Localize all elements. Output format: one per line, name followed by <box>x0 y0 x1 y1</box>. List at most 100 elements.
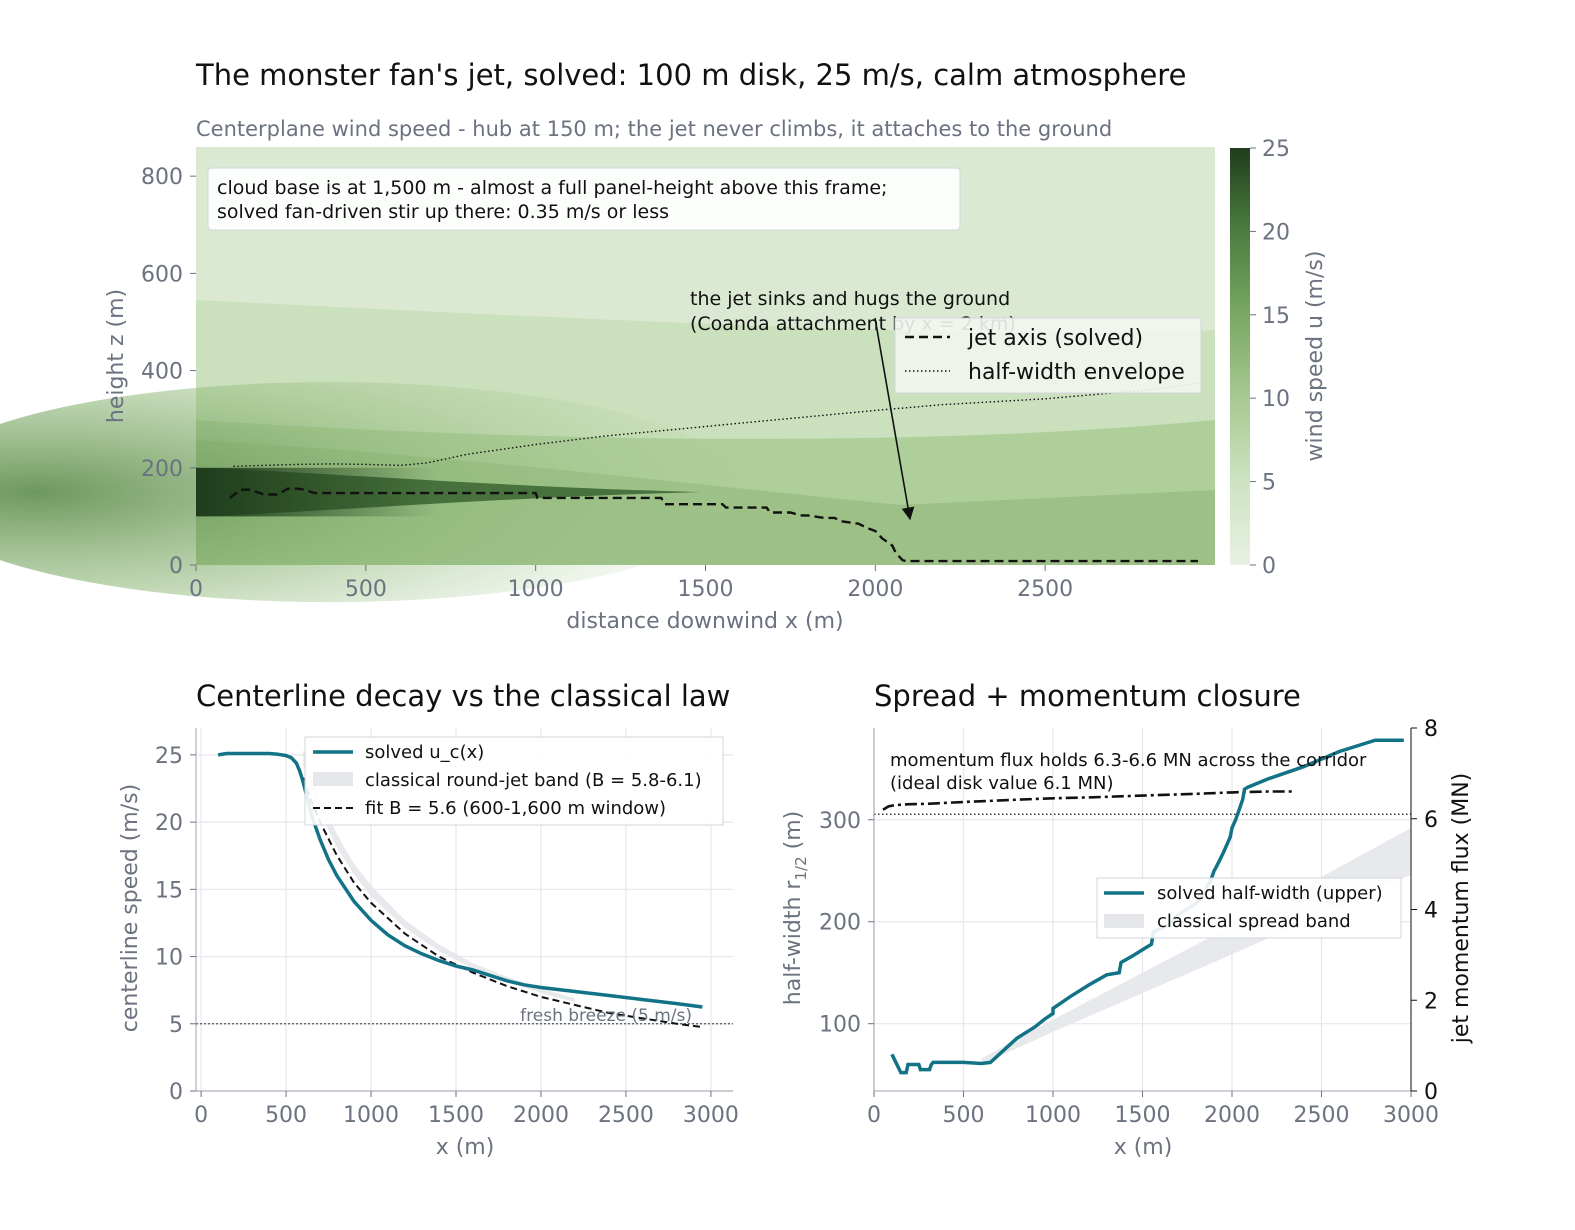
y-tick-label: 400 <box>141 360 183 385</box>
right-ylabel-sub: 1/2 <box>792 856 810 880</box>
series-spread-band <box>981 827 1411 1065</box>
series-classical-band <box>303 749 575 1003</box>
colorbar-tick-label: 25 <box>1262 137 1290 162</box>
y-tick-label: 0 <box>169 1080 183 1105</box>
legend-swatch-band <box>313 772 353 786</box>
left-legend: solved u_c(x) classical round-jet band (… <box>304 736 724 826</box>
colorbar-tick-label: 20 <box>1262 220 1290 245</box>
colorbar-tick-label: 15 <box>1262 304 1290 329</box>
y-tick-label: 25 <box>155 744 183 769</box>
annotation-arrow <box>874 317 915 521</box>
x-tick-label: 500 <box>265 1103 307 1128</box>
right-ylabel-unit: (m) <box>781 811 806 857</box>
y-tick-label: 0 <box>169 554 183 579</box>
x-tick-label: 1000 <box>343 1103 399 1128</box>
colorbar-tick-label: 10 <box>1262 387 1290 412</box>
y-tick-label: 10 <box>155 946 183 971</box>
x-tick-label: 500 <box>943 1103 985 1128</box>
y-tick-label: 15 <box>155 878 183 903</box>
right-ylabel-main: half-width r <box>781 880 806 1006</box>
legend-label-half-width: solved half-width (upper) <box>1157 883 1383 904</box>
colorbar-ticks: 0 5 10 15 20 25 <box>1250 137 1290 579</box>
legend-label-envelope: half-width envelope <box>968 360 1185 385</box>
right-xlabel: x (m) <box>1114 1135 1173 1160</box>
legend-frame <box>304 736 724 826</box>
right-annotation-line-1: momentum flux holds 6.3-6.6 MN across th… <box>890 750 1367 771</box>
x-tick-label: 0 <box>194 1103 208 1128</box>
left-axes: 0 500 1000 1500 2000 2500 3000 0 5 10 15 20 25 <box>155 728 739 1128</box>
y2-tick-label: 6 <box>1424 808 1438 833</box>
y-tick-label: 200 <box>141 457 183 482</box>
x-tick-label: 2000 <box>1204 1103 1260 1128</box>
annotation-line-1: the jet sinks and hugs the ground <box>690 288 1010 310</box>
y-tick-label: 300 <box>819 809 861 834</box>
info-box-line-1: cloud base is at 1,500 m - almost a full… <box>217 177 887 199</box>
x-tick-label: 1000 <box>508 577 564 602</box>
x-tick-label: 0 <box>867 1103 881 1128</box>
x-tick-label: 3000 <box>683 1103 739 1128</box>
centerline-decay-chart: Centerline decay vs the classical law 0 5… <box>118 679 739 1160</box>
y-tick-label: 100 <box>819 1013 861 1038</box>
colorbar-tick-label: 0 <box>1262 554 1276 579</box>
y-tick-label: 600 <box>141 262 183 287</box>
y2-tick-label: 8 <box>1424 717 1438 742</box>
colorbar-tick-label: 5 <box>1262 471 1276 496</box>
legend-label-fit: fit B = 5.6 (600-1,600 m window) <box>365 798 666 819</box>
figure-title: The monster fan's jet, solved: 100 m dis… <box>195 58 1186 92</box>
legend-swatch-spread-band <box>1104 914 1144 928</box>
series-jet-axis <box>229 487 1198 563</box>
colorbar: 0 5 10 15 20 25 wind speed u (m/s) <box>1230 137 1328 579</box>
heatmap-axes: 0 500 1000 1500 2000 2500 0 200 400 600 800 <box>141 165 1073 602</box>
x-tick-label: 1500 <box>1115 1103 1171 1128</box>
y-tick-label: 5 <box>169 1013 183 1038</box>
spread-momentum-chart: Spread + momentum closure 0 500 1000 1500 20… <box>781 679 1474 1160</box>
x-tick-label: 2000 <box>847 577 903 602</box>
right-chart-title: Spread + momentum closure <box>874 679 1301 713</box>
y-tick-label: 800 <box>141 165 183 190</box>
legend-label-solved: solved u_c(x) <box>365 742 484 763</box>
y-tick-label: 20 <box>155 811 183 836</box>
x-tick-label: 0 <box>189 577 203 602</box>
left-chart-title: Centerline decay vs the classical law <box>196 679 730 713</box>
y2-tick-label: 4 <box>1424 899 1438 924</box>
left-xlabel: x (m) <box>436 1135 495 1160</box>
x-tick-label: 1500 <box>428 1103 484 1128</box>
right-ylabel: half-width r1/2 (m) <box>781 811 810 1005</box>
x-tick-label: 2500 <box>598 1103 654 1128</box>
y2-tick-label: 0 <box>1424 1080 1438 1105</box>
colorbar-gradient <box>1230 148 1250 565</box>
figure-subtitle: Centerplane wind speed - hub at 150 m; t… <box>196 117 1112 141</box>
y-tick-label: 200 <box>819 911 861 936</box>
heatmap-series <box>229 382 1202 563</box>
colorbar-label: wind speed u (m/s) <box>1303 251 1328 462</box>
legend-frame <box>894 317 1202 394</box>
series-half-width-envelope <box>233 382 1202 467</box>
series-fit <box>302 777 703 1029</box>
info-box <box>207 167 961 231</box>
x-tick-label: 3000 <box>1383 1103 1439 1128</box>
left-ylabel: centerline speed (m/s) <box>118 784 143 1032</box>
heatmap-legend: jet axis (solved) half-width envelope <box>894 317 1202 394</box>
x-tick-label: 1000 <box>1025 1103 1081 1128</box>
legend-frame <box>1096 877 1402 939</box>
series-solved-uc <box>217 751 703 1009</box>
left-series <box>196 749 733 1029</box>
right-legend: solved half-width (upper) classical spre… <box>1096 877 1402 939</box>
x-tick-label: 500 <box>345 577 387 602</box>
y2-tick-label: 2 <box>1424 989 1438 1014</box>
heatmap-ylabel: height z (m) <box>104 289 129 423</box>
heatmap-xlabel: distance downwind x (m) <box>566 609 843 634</box>
right-annotation-line-2: (ideal disk value 6.1 MN) <box>890 773 1113 794</box>
legend-label-spread-band: classical spread band <box>1157 911 1351 932</box>
right-ylabel-secondary: jet momentum flux (MN) <box>1449 773 1474 1044</box>
x-tick-label: 2500 <box>1017 577 1073 602</box>
x-tick-label: 1500 <box>678 577 734 602</box>
legend-label-band: classical round-jet band (B = 5.8-6.1) <box>365 770 702 791</box>
x-tick-label: 2500 <box>1294 1103 1350 1128</box>
x-tick-label: 2000 <box>513 1103 569 1128</box>
series-solved-half-width <box>890 738 1404 1075</box>
info-box-line-2: solved fan-driven stir up there: 0.35 m/… <box>217 201 669 223</box>
